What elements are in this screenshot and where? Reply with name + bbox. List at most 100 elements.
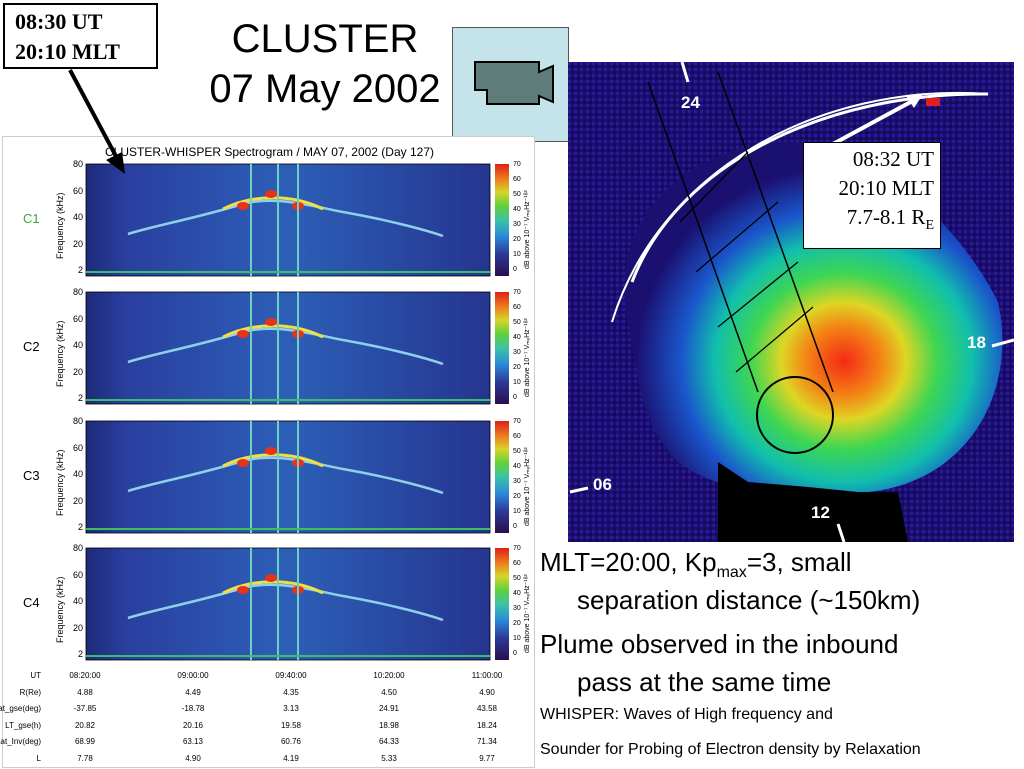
emission-curve bbox=[127, 199, 444, 238]
spacecraft-label: C2 bbox=[23, 339, 40, 354]
title-line-2: 07 May 2002 bbox=[209, 67, 441, 111]
plume-emission bbox=[222, 580, 324, 595]
colorbar bbox=[495, 548, 509, 660]
hotspot bbox=[237, 330, 249, 338]
y-tick-label: 40 bbox=[72, 596, 83, 606]
colorbar-tick: 0 bbox=[513, 523, 517, 530]
y-tick-label: 20 bbox=[72, 366, 83, 377]
y-tick-label: 60 bbox=[72, 185, 83, 196]
time-mlt: 20:10 MLT bbox=[15, 39, 120, 64]
table-cell: 4.88 bbox=[77, 687, 93, 697]
y-tick-label: 40 bbox=[72, 340, 83, 350]
note-plume: Plume observed in the inbound bbox=[540, 629, 899, 659]
colorbar-tick: 0 bbox=[513, 266, 517, 273]
y-tick-label: 80 bbox=[72, 543, 83, 553]
colorbar-tick: 20 bbox=[513, 236, 521, 243]
colorbar-tick: 10 bbox=[513, 251, 521, 258]
y-tick-label: 60 bbox=[72, 569, 83, 580]
spectrogram-panel-c4 bbox=[85, 547, 491, 661]
y-tick-label: 20 bbox=[72, 622, 83, 633]
table-cell: 71.34 bbox=[476, 737, 498, 746]
mlt-label-24: 24 bbox=[681, 93, 700, 112]
position-info-box: 08:32 UT 20:10 MLT 7.7-8.1 RE bbox=[803, 142, 941, 249]
table-cell: 18.24 bbox=[476, 720, 498, 730]
table-cell: 4.49 bbox=[185, 687, 201, 697]
colorbar-label: dB above 10⁻⁷ VₘₑHz⁻¹ᵟ² bbox=[524, 447, 531, 526]
hotspot bbox=[265, 318, 277, 326]
table-cell: 24.91 bbox=[378, 704, 400, 713]
table-row-header: L bbox=[36, 753, 41, 763]
table-row-header: UT bbox=[30, 671, 41, 680]
info-mlt: 20:10 MLT bbox=[838, 176, 934, 200]
colorbar-tick: 0 bbox=[513, 394, 517, 401]
note-whisper-2: Sounder for Probing of Electron density … bbox=[540, 741, 921, 758]
colorbar-label: dB above 10⁻⁷ VₘₑHz⁻¹ᵟ² bbox=[524, 190, 531, 269]
magnetosphere-image bbox=[568, 62, 1014, 542]
table-cell: 4.50 bbox=[381, 687, 397, 697]
colorbar-tick: 30 bbox=[513, 221, 521, 228]
table-cell: 4.19 bbox=[283, 753, 299, 763]
table-cell: 7.78 bbox=[77, 753, 93, 763]
time-ut: 08:30 UT bbox=[15, 9, 103, 34]
spectrogram-panel-c3 bbox=[85, 420, 491, 534]
spectrogram-panel-c2 bbox=[85, 291, 491, 405]
table-cell: -37.85 bbox=[73, 704, 97, 713]
table-cell: 09:00:00 bbox=[177, 671, 209, 680]
y-tick-label: 40 bbox=[72, 469, 83, 479]
colorbar-tick: 0 bbox=[513, 650, 517, 657]
mlt-label-12: 12 bbox=[811, 503, 830, 522]
page-title: CLUSTER 07 May 2002 bbox=[170, 14, 480, 114]
colorbar-tick: 70 bbox=[513, 289, 521, 296]
spectrogram-title: CLUSTER-WHISPER Spectrogram / MAY 07, 20… bbox=[104, 145, 434, 159]
hotspot bbox=[265, 447, 277, 455]
table-cell: 4.35 bbox=[283, 687, 299, 697]
info-distance: 7.7-8.1 RE bbox=[846, 205, 934, 234]
colorbar-tick: 50 bbox=[513, 575, 521, 582]
table-cell: 18.98 bbox=[378, 720, 400, 730]
plume-emission bbox=[222, 324, 324, 339]
colorbar-tick: 60 bbox=[513, 433, 521, 440]
spectrogram-figure: CLUSTER-WHISPER Spectrogram / MAY 07, 20… bbox=[0, 136, 535, 768]
y-axis-label: Frequency (kHz) bbox=[55, 320, 65, 387]
y-tick-label: 80 bbox=[72, 159, 83, 169]
table-cell: 08:20:00 bbox=[69, 671, 101, 680]
video-camera-icon bbox=[474, 61, 554, 105]
colorbar-tick: 60 bbox=[513, 304, 521, 311]
table-row-header: LT_gse(h) bbox=[5, 720, 41, 730]
table-cell: 09:40:00 bbox=[275, 671, 307, 680]
spacecraft-label: C4 bbox=[23, 595, 40, 610]
colorbar bbox=[495, 292, 509, 404]
hotspot bbox=[237, 459, 249, 467]
y-axis-label: Frequency (kHz) bbox=[55, 449, 65, 516]
colorbar-tick: 10 bbox=[513, 379, 521, 386]
colorbar-tick: 30 bbox=[513, 349, 521, 356]
table-cell: 19.58 bbox=[280, 720, 302, 730]
table-cell: 3.13 bbox=[283, 704, 299, 713]
colorbar-tick: 60 bbox=[513, 176, 521, 183]
colorbar-tick: 40 bbox=[513, 334, 521, 341]
spacecraft-label: C1 bbox=[23, 211, 40, 226]
colorbar-tick: 50 bbox=[513, 191, 521, 198]
table-cell: -18.78 bbox=[181, 704, 205, 713]
colorbar-tick: 10 bbox=[513, 635, 521, 642]
colorbar-tick: 60 bbox=[513, 560, 521, 567]
hotspot bbox=[265, 190, 277, 198]
hotspot bbox=[265, 574, 277, 582]
note-kp: MLT=20:00, Kpmax=3, small bbox=[540, 547, 852, 582]
video-camera-button[interactable] bbox=[452, 27, 569, 142]
colorbar-tick: 70 bbox=[513, 545, 521, 552]
table-cell: 64.33 bbox=[378, 737, 400, 746]
y-tick-label: 80 bbox=[72, 416, 83, 426]
y-tick-label: 2 bbox=[77, 393, 83, 403]
hotspot bbox=[237, 586, 249, 594]
table-cell: 20.16 bbox=[182, 720, 204, 730]
y-tick-label: 60 bbox=[72, 313, 83, 324]
table-cell: 9.77 bbox=[479, 753, 495, 763]
colorbar-tick: 50 bbox=[513, 448, 521, 455]
table-cell: 63.13 bbox=[182, 737, 204, 746]
y-tick-label: 2 bbox=[77, 649, 83, 659]
y-axis-label: Frequency (kHz) bbox=[55, 192, 65, 259]
note-whisper-1: WHISPER: Waves of High frequency and bbox=[540, 706, 833, 723]
plume-emission bbox=[222, 196, 324, 211]
y-tick-label: 60 bbox=[72, 442, 83, 453]
